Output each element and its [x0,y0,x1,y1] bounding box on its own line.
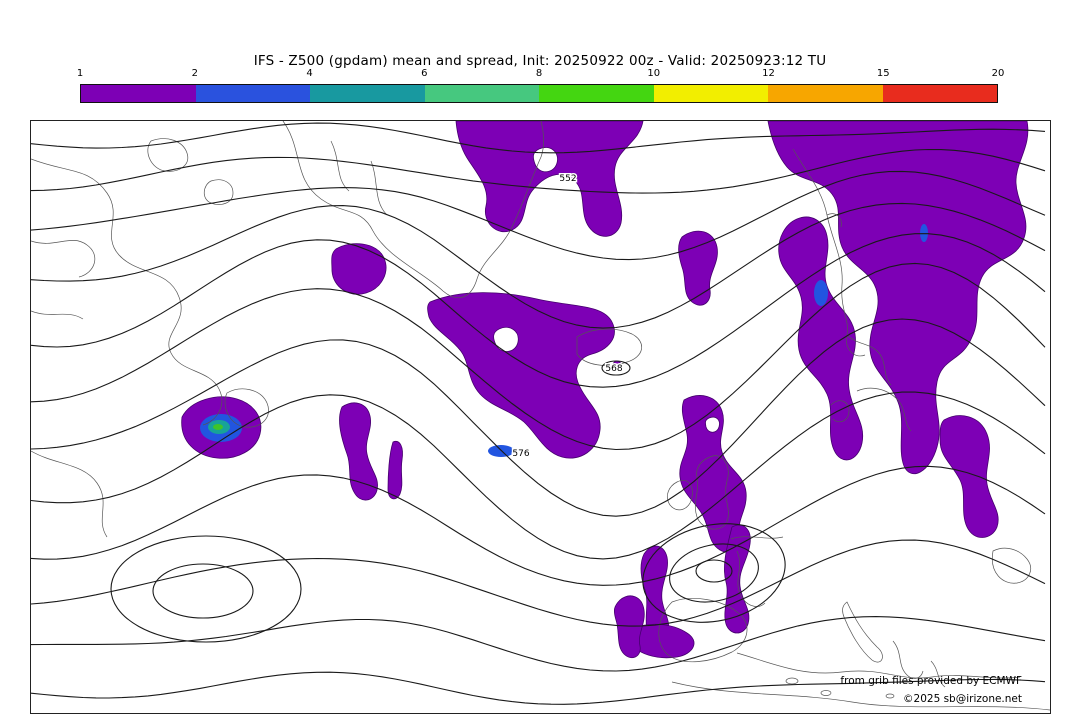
spread-core-blue [814,280,828,306]
coastline [658,598,748,663]
contour-line [31,671,1046,705]
colorbar-tick: 4 [306,68,313,79]
colorbar-segment [768,85,883,102]
contour-line [31,616,1046,672]
contour-line [31,233,1046,388]
contour-label: 576 [512,449,529,459]
colorbar-tick: 10 [647,68,661,79]
colorbar-segment [882,85,997,102]
page-title: IFS - Z500 (gpdam) mean and spread, Init… [253,53,827,69]
contour-line [31,262,1046,451]
closed-contour [601,360,631,376]
contour-line [31,148,1046,194]
contour-label-group: 552 568 576 [511,173,624,461]
spread-blob [331,243,387,295]
coastline [671,652,1050,711]
colorbar: 1 2 4 6 8 10 12 15 20 [76,68,1005,106]
coastline [224,388,269,428]
coastline [282,121,545,299]
contour-line [31,391,1046,560]
coastline [667,480,693,511]
spread-blob [678,230,718,306]
closed-contour [642,523,786,623]
coastline [991,547,1031,584]
closed-contour [669,543,759,603]
coastline [830,387,912,432]
closed-contours [110,360,786,643]
closed-contour [695,559,733,583]
contour-line [31,170,1046,261]
colorbar-gradient [80,84,998,103]
spread-blob [427,292,615,459]
colorbar-tick: 12 [762,68,775,79]
colorbar-tick: 2 [191,68,198,79]
colorbar-tick: 1 [76,68,84,79]
coastline [576,328,642,366]
contour-line [31,122,1046,154]
colorbar-tick: 15 [876,68,890,79]
closed-contour [152,563,254,619]
attribution-source: from grib files provided by ECMWF [840,675,1022,687]
coastline [792,148,892,386]
colorbar-tick: 8 [535,68,543,79]
colorbar-segment [81,85,196,102]
coastline [694,455,729,530]
contour-label: 568 [605,364,622,374]
coastline [31,240,96,320]
contour-label: 552 [559,174,576,184]
spread-blob [724,524,751,634]
spread-core-green [213,424,223,430]
colorbar-segment [424,85,539,102]
spread-core-blue [920,224,928,242]
map-frame: 552 568 576 from grib files provided by … [30,120,1051,714]
attribution-copyright: ©2025 sb@irizone.net [903,693,1022,705]
spread-blob [339,402,378,501]
colorbar-segment [539,85,654,102]
spread-blob [939,415,999,538]
coastline [31,450,108,538]
colorbar-tick-row: 1 2 4 6 8 10 12 15 20 [76,68,1005,82]
colorbar-segment [310,85,425,102]
coastline [785,677,895,699]
coastline [842,601,883,663]
spread-shading [181,121,1029,659]
contour-lines [31,122,1046,705]
colorbar-tick: 6 [421,68,428,79]
contour-line [31,202,1046,329]
colorbar-segment [653,85,768,102]
contour-line [31,465,1046,586]
weather-map: 552 568 576 [31,121,1050,711]
spread-blob [778,216,864,461]
spread-core-blue [488,445,514,457]
colorbar-tick: 20 [991,68,1005,79]
contour-line [31,539,1046,627]
contour-line [31,318,1046,517]
coastline [31,158,223,426]
spread-blob [613,595,645,659]
colorbar-segment [195,85,310,102]
closed-contour [110,535,302,643]
spread-blob [387,440,403,500]
coastline [330,140,388,216]
coastline [892,640,946,688]
